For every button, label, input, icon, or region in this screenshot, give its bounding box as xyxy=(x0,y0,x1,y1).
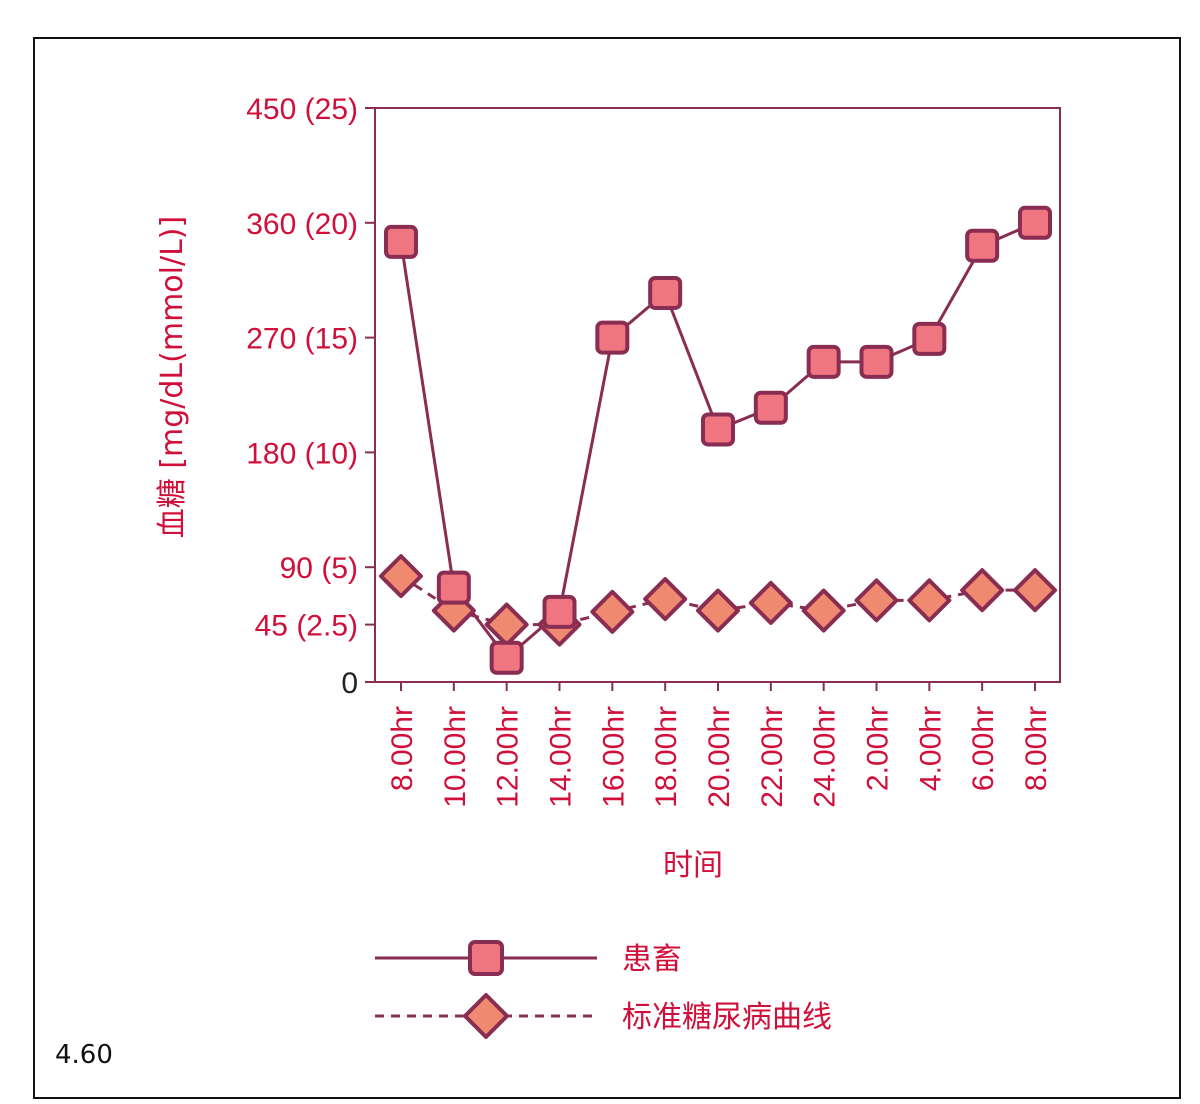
patient-marker xyxy=(912,321,947,356)
reference-marker xyxy=(960,568,1005,613)
legend-reference-marker xyxy=(463,993,509,1039)
x-tick-label: 16.00hr xyxy=(597,706,630,808)
patient-marker xyxy=(595,320,630,355)
reference-marker xyxy=(590,589,635,634)
x-tick-label: 8.00hr xyxy=(1020,706,1053,791)
x-tick-label: 2.00hr xyxy=(862,706,895,791)
figure-frame xyxy=(33,37,1181,1099)
y-axis-title: 血糖 [mg/dL(mmol/L)] xyxy=(155,216,190,538)
y-ticks: 0 45 (2.5) 90 (5) 180 (10) 270 (15) 360 (20) 4… xyxy=(246,93,375,700)
patient-marker xyxy=(753,390,788,425)
figure-number: 4.60 xyxy=(55,1040,113,1070)
y-tick-label: 45 (2.5) xyxy=(255,610,358,643)
y-tick-label: 0 xyxy=(341,667,358,700)
patient-marker xyxy=(806,344,841,379)
reference-marker xyxy=(643,577,688,622)
x-tick-label: 24.00hr xyxy=(809,706,842,808)
x-tick-label: 4.00hr xyxy=(914,706,947,791)
x-tick-label: 20.00hr xyxy=(703,706,736,808)
patient-marker xyxy=(965,228,1000,263)
legend-patient-label: 患畜 xyxy=(622,942,682,977)
patient-marker xyxy=(489,640,524,675)
y-tick-label: 180 (10) xyxy=(246,437,358,470)
y-axis-title-group: 血糖 [mg/dL(mmol/L)] xyxy=(155,216,190,538)
patient-marker xyxy=(648,275,683,310)
y-tick-label: 360 (20) xyxy=(246,208,358,241)
reference-marker xyxy=(801,588,846,633)
patient-marker xyxy=(436,570,471,605)
patient-marker xyxy=(384,224,418,259)
reference-marker xyxy=(696,588,740,633)
plot-area-frame xyxy=(374,107,1061,683)
x-tick-label: 22.00hr xyxy=(756,706,789,808)
x-tick-label: 14.00hr xyxy=(545,706,578,808)
y-tick-label: 270 (15) xyxy=(246,323,358,356)
reference-marker xyxy=(379,554,423,599)
reference-marker xyxy=(854,578,899,623)
x-tick-label: 8.00hr xyxy=(386,706,419,791)
reference-marker xyxy=(1013,568,1057,613)
reference-marker xyxy=(907,578,952,623)
legend-patient-marker xyxy=(468,940,504,976)
x-axis-title: 时间 xyxy=(663,848,723,883)
patient-marker xyxy=(701,412,735,447)
x-tick-label: 18.00hr xyxy=(650,706,683,808)
y-tick-label: 450 (25) xyxy=(246,93,358,126)
x-axis-title-group: 时间 xyxy=(663,848,723,883)
patient-marker xyxy=(859,344,894,379)
x-ticks: 8.00hr 10.00hr 12.00hr 14.00hr 16.00hr 18.00h… xyxy=(386,682,1053,808)
reference-marker xyxy=(748,580,793,625)
x-tick-label: 12.00hr xyxy=(492,706,525,808)
patient-marker xyxy=(542,594,577,629)
x-tick-label: 6.00hr xyxy=(967,706,1000,791)
x-tick-label: 10.00hr xyxy=(439,706,472,808)
patient-marker xyxy=(1018,205,1052,240)
y-tick-label: 90 (5) xyxy=(280,552,358,585)
legend-reference-label: 标准糖尿病曲线 xyxy=(622,1000,832,1035)
series-markers xyxy=(379,205,1057,675)
